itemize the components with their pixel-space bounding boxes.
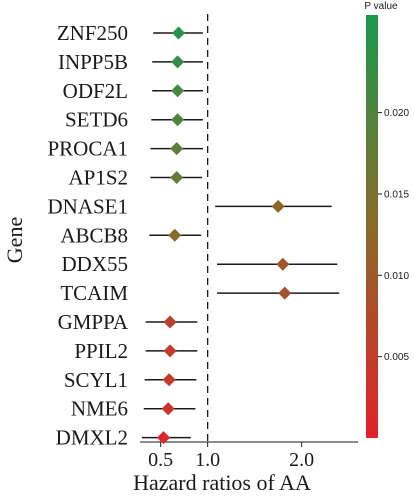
gene-label: PPIL2 [74,339,128,363]
hazard-ratio-diamond [168,228,182,242]
color-bar [366,15,378,438]
y-axis-title: Gene [2,217,27,263]
gene-label: SETD6 [65,108,128,132]
legend-ticks: 0.005 0.010 0.015 0.020 [378,108,409,363]
hazard-ratio-diamond [162,373,176,387]
hazard-ratio-diamond [163,315,177,329]
hazard-ratio-diamond [172,26,186,40]
gene-label: AP1S2 [68,166,128,190]
hazard-ratio-diamond [163,344,177,358]
color-legend: P value 0.005 0.010 0.015 0.020 [364,1,409,438]
gene-label: DNASE1 [47,194,128,218]
x-axis-title: Hazard ratios of AA [133,470,311,495]
legend-title: P value [364,1,398,12]
hazard-ratio-diamond [171,113,185,127]
forest-row: ZNF250 [57,21,203,45]
forest-row: INPP5B [58,50,203,74]
hazard-ratio-diamond [156,431,170,445]
forest-row: PPIL2 [74,339,198,363]
forest-row: GMPPA [58,310,198,334]
x-tick-label: 2.0 [289,449,314,471]
gene-label: GMPPA [58,310,129,334]
forest-row: DMXL2 [56,426,191,450]
hazard-ratio-diamond [171,55,185,69]
gene-label: SCYL1 [64,368,128,392]
rows-layer: ZNF250 INPP5B ODF2L SETD6 PROCA1 AP1S2 DNASE1 A… [47,21,340,450]
hazard-ratio-diamond [271,199,285,213]
x-ticks-layer: 0.5 1.0 2.0 [148,442,314,471]
hazard-ratio-diamond [171,84,185,98]
gene-label: NME6 [71,397,128,421]
forest-row: ODF2L [63,79,203,103]
hazard-ratio-diamond [170,171,184,184]
gene-label: INPP5B [58,50,128,74]
x-tick-label: 1.0 [195,449,220,471]
gene-label: ABCB8 [60,223,128,247]
legend-tick-label: 0.020 [384,108,409,119]
forest-row: SCYL1 [64,368,197,392]
forest-row: TCAIM [60,281,340,305]
forest-row: PROCA1 [47,137,203,161]
forest-row: ABCB8 [60,223,202,247]
legend-tick-label: 0.010 [384,271,409,282]
hazard-ratio-diamond [278,286,292,300]
gene-label: PROCA1 [47,137,128,161]
gene-label: DMXL2 [56,426,128,450]
gene-label: DDX55 [62,252,129,276]
gene-label: ZNF250 [57,21,128,45]
x-tick-label: 0.5 [148,449,173,471]
forest-row: DDX55 [62,252,338,276]
hazard-ratio-diamond [161,402,175,416]
gene-label: TCAIM [60,281,128,305]
gene-label: ODF2L [63,79,128,103]
hazard-ratio-diamond [170,142,184,156]
legend-tick-label: 0.005 [384,352,409,363]
hazard-ratio-diamond [276,257,290,271]
forest-row: AP1S2 [68,166,203,190]
legend-tick-label: 0.015 [384,189,409,200]
forest-row: SETD6 [65,108,203,132]
forest-row: NME6 [71,397,196,421]
forest-row: DNASE1 [47,194,332,218]
